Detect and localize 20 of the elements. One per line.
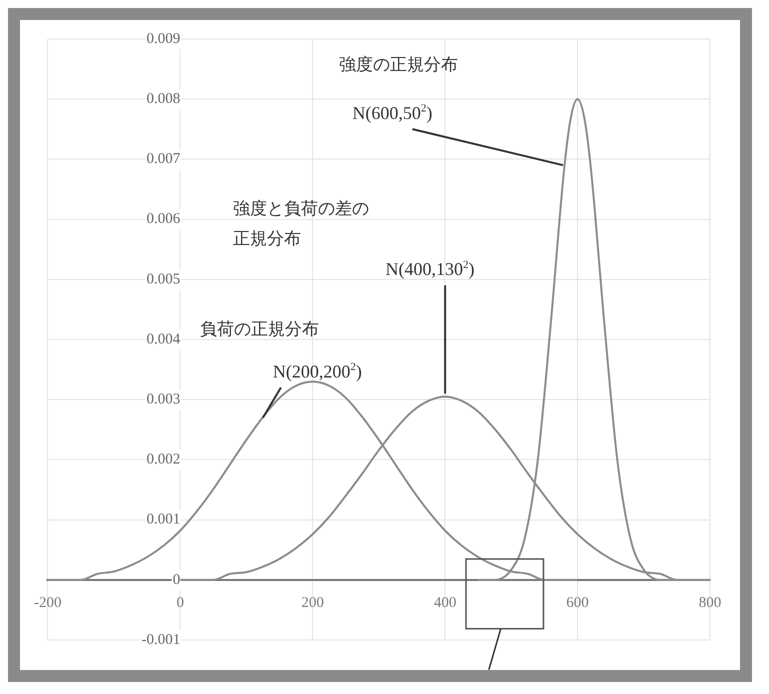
y-tick-label: 0.003 [146,392,180,408]
annotation: 強度と負荷の差の [233,199,370,220]
x-tick-label: 800 [698,594,722,611]
y-tick-label: 0.007 [146,151,181,168]
y-tick-label: 0.009 [146,30,180,47]
annotation: 負荷の正規分布 [200,319,320,340]
annotation: 強度の正規分布 [339,54,458,75]
y-tick-label: 0 [172,572,180,588]
y-tick-label: 0.005 [146,271,180,288]
y-tick-label: 0.001 [146,512,180,528]
x-tick-label: 400 [434,594,456,611]
y-tick-label: -0.001 [141,632,180,648]
x-tick-label: 200 [301,594,324,611]
y-tick-label: 0.004 [146,331,181,348]
y-tick-label: 0.002 [146,452,180,468]
x-tick-label: 600 [566,594,589,611]
annotation: 正規分布 [233,229,302,250]
y-tick-label: 0.006 [146,211,181,228]
y-tick-label: 0.008 [146,91,180,108]
x-tick-label: -200 [34,594,62,611]
